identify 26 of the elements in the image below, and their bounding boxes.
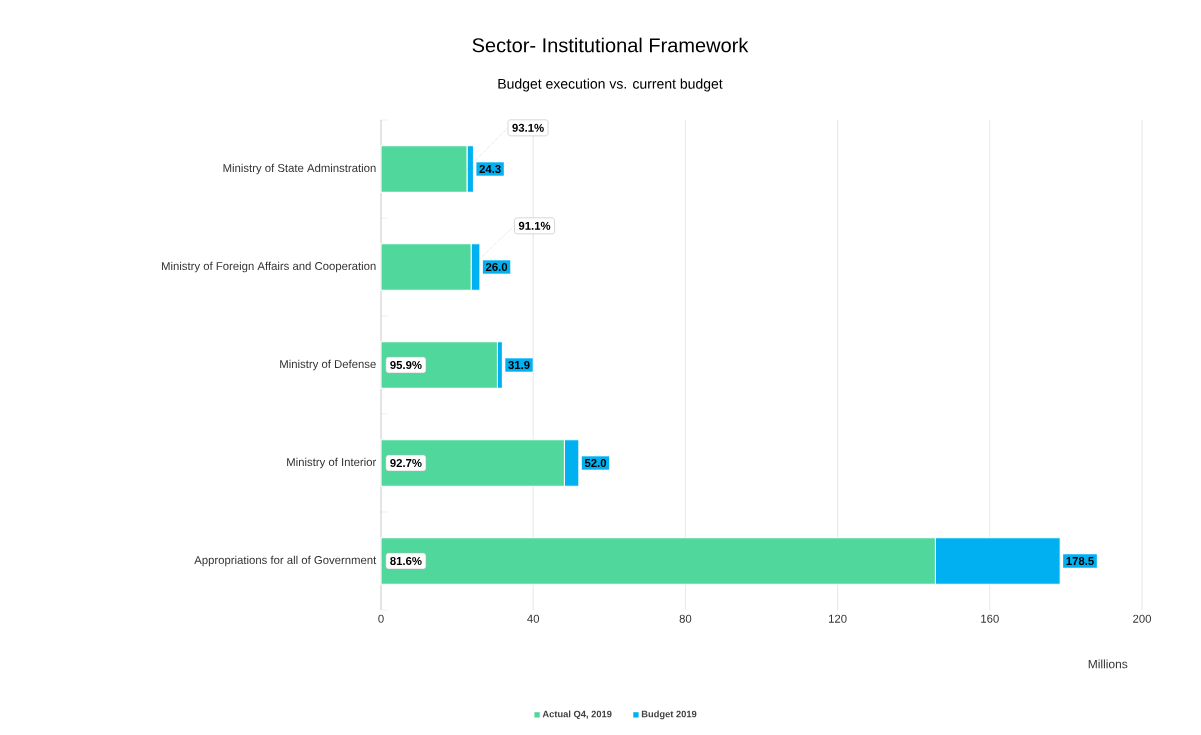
- total-label: 24.3: [479, 164, 501, 174]
- total-label: 52.0: [584, 459, 607, 468]
- total-label: 26.0: [485, 263, 508, 272]
- x-tick-label: 120: [829, 614, 847, 623]
- annotation: 91.1%: [518, 221, 551, 230]
- legend-label: Budget 2019: [641, 710, 697, 720]
- y-tick-label: Appropriations for all of Government: [194, 555, 377, 567]
- legend-label: Actual Q4, 2019: [542, 710, 612, 720]
- chart-title: Sector- Institutional Framework: [472, 37, 749, 53]
- annotation: 95.9%: [390, 361, 422, 370]
- chart-subtitle: Budget execution vs. current budget: [498, 78, 723, 92]
- y-tick-label: Ministry of Foreign Affairs and Cooperation: [161, 261, 376, 273]
- y-tick-label: Ministry of Interior: [287, 457, 377, 469]
- y-tick-label: Ministry of Defense: [280, 359, 376, 371]
- x-tick-label: 80: [679, 614, 692, 623]
- x-tick-label: 160: [981, 614, 999, 623]
- x-tick-label: 40: [527, 614, 540, 623]
- y-tick-label: Ministry of State Adminstration: [223, 163, 376, 175]
- x-tick-label: 200: [1133, 614, 1152, 623]
- total-label: 178.5: [1066, 557, 1094, 565]
- annotation: 81.6%: [390, 557, 422, 565]
- annotation: 93.1%: [512, 123, 544, 132]
- x-tick-label: 0: [378, 614, 384, 623]
- annotation: 92.7%: [390, 459, 422, 468]
- x-axis-title: Millions: [1088, 659, 1128, 669]
- total-label: 31.9: [508, 360, 530, 370]
